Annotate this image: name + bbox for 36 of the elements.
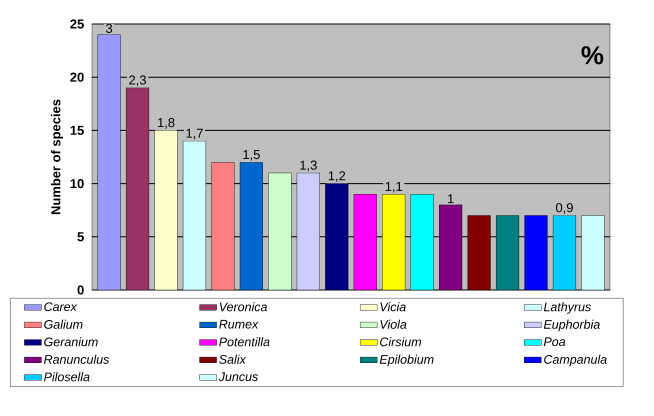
legend-label: Poa — [544, 337, 566, 346]
y-tick-label: 5 — [77, 232, 84, 242]
annotation: 1,2 — [328, 171, 346, 182]
legend-label: Viola — [380, 320, 406, 329]
legend-label: Lathyrus — [544, 302, 591, 314]
y-tick-label: 20 — [70, 72, 84, 82]
annotation: 1 — [448, 194, 454, 204]
legend-label: Pilosella — [44, 372, 90, 382]
y-tick-label: 10 — [70, 179, 84, 188]
annotation: 1,3 — [300, 160, 317, 172]
y-tick-label: 0 — [78, 285, 84, 295]
legend-label: Galium — [44, 320, 82, 329]
annotation: 1,5 — [243, 150, 260, 161]
annotation: 1,1 — [386, 182, 402, 193]
annotation: 1,8 — [158, 118, 174, 129]
annotation: % — [582, 46, 604, 64]
annotation: 3 — [106, 24, 112, 33]
legend-label: Carex — [44, 302, 78, 312]
y-axis-title: Number of species — [50, 100, 63, 214]
legend-label: Vicia — [380, 302, 406, 312]
legend-label: Epilobium — [380, 354, 434, 366]
y-tick-label: 25 — [70, 19, 84, 29]
legend-label: Cirsium — [380, 337, 422, 346]
legend-label: Rumex — [219, 320, 259, 329]
y-tick-label: 15 — [70, 126, 84, 135]
legend-label: Juncus — [218, 372, 258, 382]
legend-label: Campanula — [544, 354, 607, 366]
legend-label: Salix — [219, 354, 246, 364]
legend-label: Euphorbia — [544, 320, 600, 332]
annotation: 0,9 — [556, 203, 573, 214]
annotation: 2,3 — [129, 75, 146, 86]
legend-label: Ranunculus — [44, 354, 110, 364]
legend-label: Veronica — [220, 302, 268, 312]
legend-label: Potentilla — [219, 337, 270, 346]
annotation: 1,7 — [186, 128, 203, 140]
legend-label: Geranium — [44, 337, 98, 346]
